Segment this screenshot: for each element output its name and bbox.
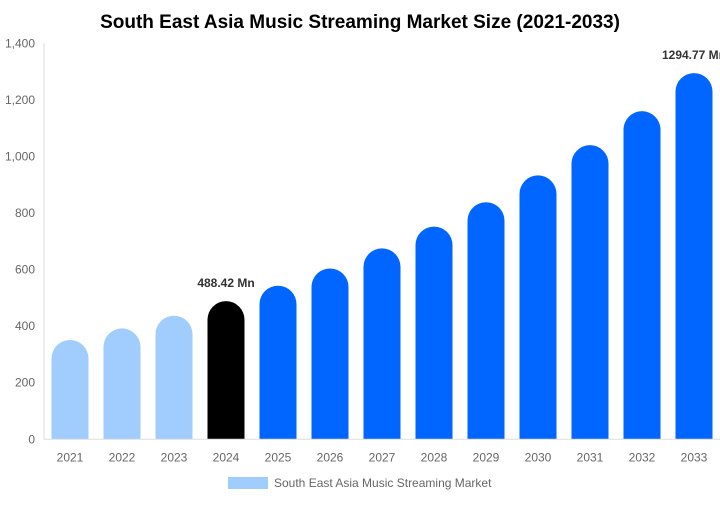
bars xyxy=(51,73,713,440)
y-tick-label: 1,000 xyxy=(5,149,35,163)
data-label: 1294.77 Mn xyxy=(662,48,720,62)
chart-title: South East Asia Music Streaming Market S… xyxy=(100,12,620,33)
x-tick-label: 2022 xyxy=(109,450,136,464)
bar-2028 xyxy=(415,226,453,440)
bar-2030 xyxy=(519,175,557,440)
y-tick-label: 1,400 xyxy=(5,36,35,50)
y-tick-label: 200 xyxy=(15,376,35,390)
x-tick-label: 2023 xyxy=(161,450,188,464)
y-tick-label: 600 xyxy=(15,263,35,277)
bar-2023 xyxy=(155,315,193,440)
bar-2022 xyxy=(103,328,141,440)
x-tick-label: 2028 xyxy=(421,450,448,464)
y-axis: 0 200 400 600 800 1,000 1,200 1,400 xyxy=(5,36,45,446)
bar-2027 xyxy=(363,248,401,440)
bar-2033 xyxy=(675,73,713,440)
x-tick-label: 2027 xyxy=(369,450,396,464)
y-tick-label: 1,200 xyxy=(5,93,35,107)
x-tick-label: 2032 xyxy=(629,450,656,464)
x-tick-label: 2025 xyxy=(265,450,292,464)
annotations: 488.42 Mn 1294.77 Mn xyxy=(197,48,720,290)
x-tick-label: 2031 xyxy=(577,450,604,464)
legend[interactable]: South East Asia Music Streaming Market xyxy=(228,476,492,490)
y-tick-label: 400 xyxy=(15,319,35,333)
bar-2025 xyxy=(259,285,297,440)
y-tick-label: 800 xyxy=(15,206,35,220)
legend-swatch xyxy=(228,477,268,489)
bar-2021 xyxy=(51,340,89,440)
legend-label: South East Asia Music Streaming Market xyxy=(274,476,492,490)
data-label: 488.42 Mn xyxy=(197,276,254,290)
x-axis: 2021 2022 2023 2024 2025 2026 2027 2028 2029 2030… xyxy=(44,438,720,464)
x-tick-label: 2021 xyxy=(57,450,84,464)
x-tick-label: 2024 xyxy=(213,450,240,464)
x-tick-label: 2033 xyxy=(681,450,708,464)
bar-2029 xyxy=(467,202,505,440)
x-tick-label: 2029 xyxy=(473,450,500,464)
x-tick-label: 2026 xyxy=(317,450,344,464)
bar-2024 xyxy=(207,301,245,440)
x-tick-label: 2030 xyxy=(525,450,552,464)
bar-2026 xyxy=(311,268,349,440)
bar-2031 xyxy=(571,145,609,440)
y-tick-label: 0 xyxy=(28,432,35,446)
bar-2032 xyxy=(623,111,661,440)
